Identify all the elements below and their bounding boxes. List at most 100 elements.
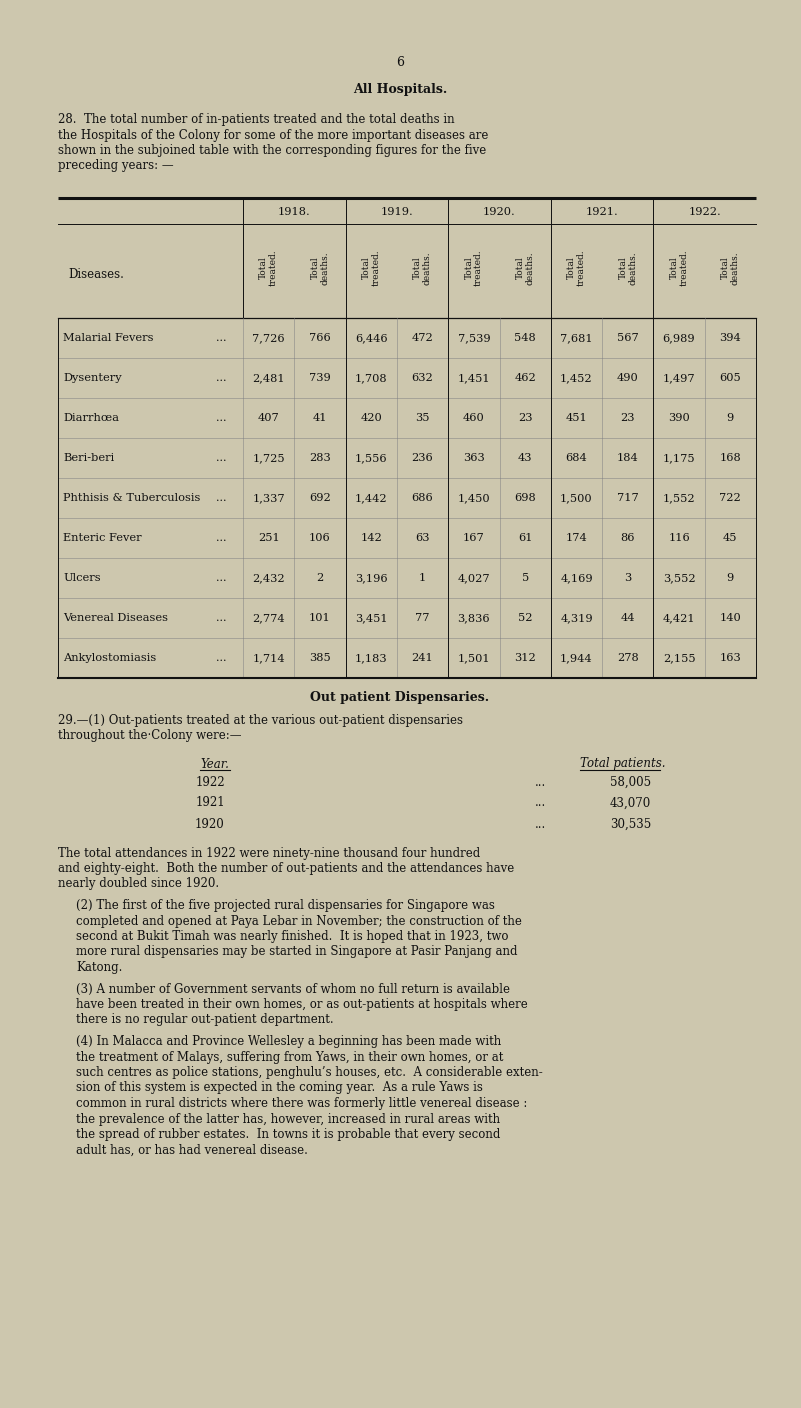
Text: 1,944: 1,944 <box>560 653 593 663</box>
Text: ...: ... <box>215 534 226 543</box>
Text: 4,319: 4,319 <box>560 612 593 622</box>
Text: nearly doubled since 1920.: nearly doubled since 1920. <box>58 877 219 890</box>
Text: 462: 462 <box>514 373 536 383</box>
Text: ...: ... <box>215 413 226 422</box>
Text: 2,155: 2,155 <box>662 653 695 663</box>
Text: 2,774: 2,774 <box>252 612 285 622</box>
Text: Total
treated.: Total treated. <box>567 249 586 286</box>
Text: 1,175: 1,175 <box>662 453 695 463</box>
Text: 451: 451 <box>566 413 587 422</box>
Text: 1922: 1922 <box>195 776 225 788</box>
Text: 174: 174 <box>566 534 587 543</box>
Text: 3: 3 <box>624 573 631 583</box>
Text: 58,005: 58,005 <box>610 776 651 788</box>
Text: (4) In Malacca and Province Wellesley a beginning has been made with: (4) In Malacca and Province Wellesley a … <box>76 1035 501 1048</box>
Text: 283: 283 <box>309 453 331 463</box>
Text: 460: 460 <box>463 413 485 422</box>
Text: 420: 420 <box>360 413 382 422</box>
Text: Total
deaths.: Total deaths. <box>311 251 329 284</box>
Text: adult has, or has had venereal disease.: adult has, or has had venereal disease. <box>76 1143 308 1156</box>
Text: Total
treated.: Total treated. <box>260 249 278 286</box>
Text: the prevalence of the latter has, however, increased in rural areas with: the prevalence of the latter has, howeve… <box>76 1112 500 1125</box>
Text: preceding years: —: preceding years: — <box>58 159 174 173</box>
Text: 722: 722 <box>719 493 741 503</box>
Text: 692: 692 <box>309 493 331 503</box>
Text: 44: 44 <box>621 612 635 622</box>
Text: 1,714: 1,714 <box>252 653 285 663</box>
Text: 1,497: 1,497 <box>662 373 695 383</box>
Text: throughout the·Colony were:—: throughout the·Colony were:— <box>58 729 241 742</box>
Text: 686: 686 <box>412 493 433 503</box>
Text: ...: ... <box>534 818 545 831</box>
Text: 41: 41 <box>312 413 327 422</box>
Text: 7,539: 7,539 <box>457 334 490 344</box>
Text: 3,451: 3,451 <box>355 612 388 622</box>
Text: and eighty-eight.  Both the number of out-patients and the attendances have: and eighty-eight. Both the number of out… <box>58 862 514 874</box>
Text: 632: 632 <box>412 373 433 383</box>
Text: 23: 23 <box>621 413 635 422</box>
Text: 142: 142 <box>360 534 382 543</box>
Text: 1920.: 1920. <box>483 207 516 217</box>
Text: 6,989: 6,989 <box>662 334 695 344</box>
Text: the spread of rubber estates.  In towns it is probable that every second: the spread of rubber estates. In towns i… <box>76 1128 501 1140</box>
Text: 1,452: 1,452 <box>560 373 593 383</box>
Text: 2,481: 2,481 <box>252 373 285 383</box>
Text: 3,196: 3,196 <box>355 573 388 583</box>
Text: 766: 766 <box>309 334 331 344</box>
Text: (3) A number of Government servants of whom no full return is available: (3) A number of Government servants of w… <box>76 983 510 995</box>
Text: 490: 490 <box>617 373 638 383</box>
Text: Katong.: Katong. <box>76 962 123 974</box>
Text: 251: 251 <box>258 534 280 543</box>
Text: 1: 1 <box>419 573 426 583</box>
Text: 1,183: 1,183 <box>355 653 388 663</box>
Text: 1918.: 1918. <box>278 207 311 217</box>
Text: second at Bukit Timah was nearly finished.  It is hoped that in 1923, two: second at Bukit Timah was nearly finishe… <box>76 931 509 943</box>
Text: Venereal Diseases: Venereal Diseases <box>63 612 168 622</box>
Text: 407: 407 <box>258 413 280 422</box>
Text: 1,337: 1,337 <box>252 493 285 503</box>
Text: ...: ... <box>215 612 226 622</box>
Text: 717: 717 <box>617 493 638 503</box>
Text: 241: 241 <box>412 653 433 663</box>
Text: 2: 2 <box>316 573 324 583</box>
Text: 184: 184 <box>617 453 638 463</box>
Text: 385: 385 <box>309 653 331 663</box>
Text: 77: 77 <box>415 612 430 622</box>
Text: 101: 101 <box>309 612 331 622</box>
Text: Malarial Fevers: Malarial Fevers <box>63 334 154 344</box>
Text: The total attendances in 1922 were ninety-nine thousand four hundred: The total attendances in 1922 were ninet… <box>58 846 481 859</box>
Text: 1,442: 1,442 <box>355 493 388 503</box>
Text: ...: ... <box>215 653 226 663</box>
Text: 684: 684 <box>566 453 587 463</box>
Text: Total patients.: Total patients. <box>580 758 666 770</box>
Text: 1,450: 1,450 <box>457 493 490 503</box>
Text: Phthisis & Tuberculosis: Phthisis & Tuberculosis <box>63 493 200 503</box>
Text: 1,500: 1,500 <box>560 493 593 503</box>
Text: shown in the subjoined table with the corresponding figures for the five: shown in the subjoined table with the co… <box>58 144 486 158</box>
Text: such centres as police stations, penghulu’s houses, etc.  A considerable exten-: such centres as police stations, penghul… <box>76 1066 543 1079</box>
Text: 698: 698 <box>514 493 536 503</box>
Text: 9: 9 <box>727 573 734 583</box>
Text: Enteric Fever: Enteric Fever <box>63 534 142 543</box>
Text: Total
deaths.: Total deaths. <box>413 251 432 284</box>
Text: ...: ... <box>215 573 226 583</box>
Text: 6,446: 6,446 <box>355 334 388 344</box>
Text: 278: 278 <box>617 653 638 663</box>
Text: 1,708: 1,708 <box>355 373 388 383</box>
Text: ...: ... <box>534 776 545 788</box>
Text: 236: 236 <box>412 453 433 463</box>
Text: 1,552: 1,552 <box>662 493 695 503</box>
Text: Total
treated.: Total treated. <box>362 249 380 286</box>
Text: ...: ... <box>534 797 545 810</box>
Text: 5: 5 <box>521 573 529 583</box>
Text: 1919.: 1919. <box>380 207 413 217</box>
Text: 1,501: 1,501 <box>457 653 490 663</box>
Text: 116: 116 <box>668 534 690 543</box>
Text: 472: 472 <box>412 334 433 344</box>
Text: 163: 163 <box>719 653 741 663</box>
Text: 2,432: 2,432 <box>252 573 285 583</box>
Text: Total
deaths.: Total deaths. <box>721 251 739 284</box>
Text: 6: 6 <box>396 55 404 69</box>
Text: 7,726: 7,726 <box>252 334 285 344</box>
Text: 45: 45 <box>723 534 738 543</box>
